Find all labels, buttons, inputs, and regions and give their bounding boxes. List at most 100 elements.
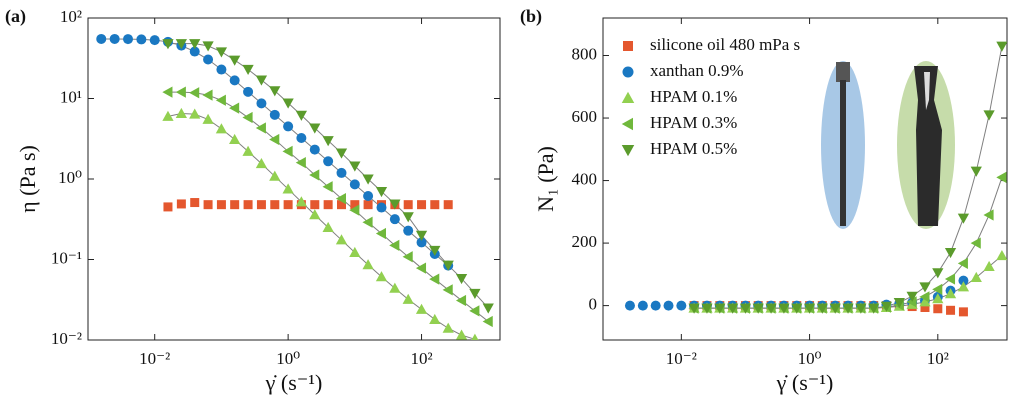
marker-circle bbox=[650, 300, 661, 311]
marker-triangle-up bbox=[932, 293, 944, 304]
legend-label: silicone oil 480 mPa s bbox=[650, 35, 800, 54]
marker-square bbox=[417, 200, 427, 210]
inset-highlight bbox=[924, 72, 930, 110]
marker-square bbox=[270, 200, 280, 210]
marker-circle bbox=[403, 225, 414, 236]
marker-circle bbox=[123, 34, 134, 45]
marker-triangle-down bbox=[996, 41, 1007, 52]
marker-triangle-left bbox=[189, 87, 200, 99]
marker-circle bbox=[229, 75, 240, 86]
marker-triangle-left bbox=[906, 296, 917, 308]
y-tick-label: 200 bbox=[572, 232, 598, 251]
y-tick-label: 800 bbox=[572, 44, 598, 63]
marker-circle bbox=[269, 109, 280, 120]
marker-triangle-left bbox=[175, 86, 186, 98]
marker-triangle-down bbox=[402, 212, 414, 223]
marker-triangle-left bbox=[919, 291, 930, 303]
marker-triangle-down bbox=[868, 303, 880, 314]
y-tick-label: 10¹ bbox=[60, 87, 82, 106]
marker-triangle-down bbox=[389, 199, 401, 210]
marker-triangle-down bbox=[727, 303, 739, 314]
marker-circle bbox=[189, 46, 200, 57]
marker-triangle-down bbox=[362, 174, 374, 185]
panel-label: (a) bbox=[5, 6, 26, 27]
marker-triangle-up bbox=[335, 234, 348, 245]
marker-triangle-up bbox=[309, 209, 321, 220]
marker-triangle-down bbox=[752, 303, 764, 314]
marker-triangle-left bbox=[932, 283, 943, 295]
marker-triangle-down bbox=[349, 161, 361, 172]
marker-square bbox=[230, 200, 240, 210]
legend-marker bbox=[621, 117, 633, 131]
legend-label: HPAM 0.3% bbox=[650, 113, 737, 132]
marker-triangle-left bbox=[482, 315, 493, 328]
marker-triangle-down bbox=[415, 230, 428, 241]
marker-square bbox=[933, 304, 943, 314]
marker-triangle-down bbox=[215, 47, 228, 58]
marker-circle bbox=[389, 214, 400, 225]
legend-marker bbox=[622, 66, 634, 78]
marker-triangle-down bbox=[322, 136, 334, 147]
marker-triangle-left bbox=[349, 204, 360, 216]
marker-square bbox=[946, 305, 956, 315]
marker-square bbox=[243, 200, 253, 210]
marker-triangle-up bbox=[295, 196, 308, 207]
marker-square bbox=[216, 200, 226, 210]
marker-triangle-up bbox=[402, 293, 414, 304]
marker-triangle-up bbox=[996, 249, 1007, 261]
marker-triangle-down bbox=[175, 39, 187, 50]
legend-marker bbox=[623, 41, 633, 51]
marker-triangle-left bbox=[469, 305, 480, 317]
marker-triangle-up bbox=[362, 259, 374, 270]
marker-triangle-up bbox=[215, 123, 228, 134]
marker-triangle-up bbox=[229, 133, 241, 144]
marker-square bbox=[310, 200, 320, 210]
marker-triangle-down bbox=[970, 166, 982, 177]
marker-triangle-down bbox=[829, 303, 841, 314]
marker-triangle-down bbox=[739, 303, 752, 314]
marker-triangle-left bbox=[322, 181, 333, 193]
marker-square bbox=[443, 200, 453, 210]
marker-triangle-up bbox=[389, 282, 401, 293]
marker-triangle-down bbox=[932, 268, 944, 279]
marker-triangle-down bbox=[701, 303, 713, 314]
marker-triangle-down bbox=[714, 303, 726, 314]
marker-triangle-up bbox=[471, 333, 479, 340]
legend-label: HPAM 0.1% bbox=[650, 87, 737, 106]
marker-triangle-left bbox=[983, 209, 994, 221]
marker-triangle-left bbox=[229, 102, 240, 114]
marker-triangle-up bbox=[269, 170, 281, 181]
marker-circle bbox=[349, 179, 360, 190]
marker-triangle-up bbox=[415, 303, 428, 314]
marker-triangle-down bbox=[282, 98, 294, 109]
marker-triangle-down bbox=[162, 39, 174, 50]
legend-label: HPAM 0.5% bbox=[650, 139, 737, 158]
marker-triangle-down bbox=[855, 303, 867, 314]
plot-area bbox=[624, 41, 1007, 317]
marker-triangle-down bbox=[816, 303, 828, 314]
marker-circle bbox=[309, 144, 320, 155]
y-tick-label: 10² bbox=[60, 7, 82, 26]
marker-triangle-down bbox=[919, 282, 931, 293]
plot-frame bbox=[87, 17, 501, 341]
fit-line bbox=[167, 113, 476, 340]
marker-triangle-left bbox=[295, 156, 306, 169]
marker-triangle-down bbox=[983, 110, 995, 121]
marker-triangle-up bbox=[983, 260, 995, 272]
marker-triangle-left bbox=[970, 237, 981, 249]
marker-triangle-up bbox=[429, 313, 441, 324]
marker-triangle-left bbox=[242, 111, 253, 124]
marker-square bbox=[203, 200, 213, 210]
marker-circle bbox=[323, 156, 334, 167]
marker-triangle-up bbox=[957, 281, 970, 292]
marker-triangle-left bbox=[255, 122, 266, 134]
fit-line bbox=[694, 255, 1003, 309]
panel-label: (b) bbox=[520, 6, 542, 27]
marker-triangle-up bbox=[255, 158, 268, 169]
marker-square bbox=[190, 198, 200, 208]
marker-circle bbox=[283, 121, 294, 132]
marker-triangle-down bbox=[429, 245, 441, 256]
marker-circle bbox=[96, 33, 107, 44]
legend-marker bbox=[621, 145, 635, 157]
marker-triangle-up bbox=[970, 271, 982, 282]
